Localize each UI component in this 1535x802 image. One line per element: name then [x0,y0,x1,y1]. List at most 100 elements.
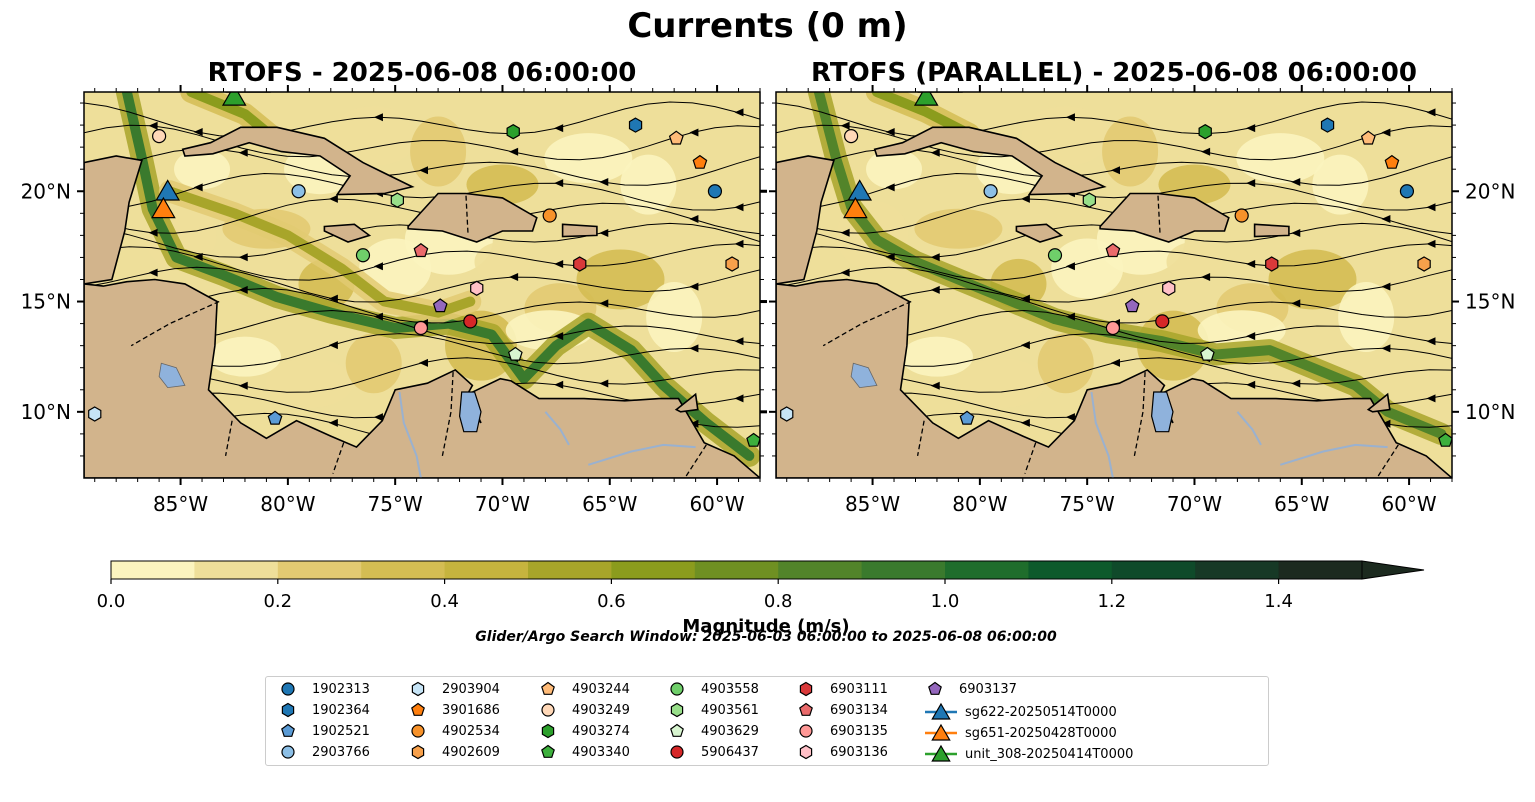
argo-float-6903135 [1105,320,1121,336]
eddy-patch [208,336,281,377]
legend-marker [799,724,813,738]
argo-float-6903134 [1105,243,1121,258]
legend-label: 2903766 [312,744,370,760]
eddy-patch [1166,241,1223,282]
legend-item: 6903136 [796,743,888,761]
search-window-note: Glider/Argo Search Window: 2025-06-03 06… [475,629,1057,645]
stream-arrow [1426,394,1436,403]
stream-arrow [885,252,895,261]
figure-title: Currents (0 m) [627,6,908,46]
stream-arrow [840,228,850,237]
eddy-patch [345,333,402,394]
eddy-patch [265,358,354,409]
legend-item: sg622-20250514T0000 [925,701,1117,723]
lat-tick-label: 20°N [1465,179,1515,203]
right-map-panel: 85°W 80°W 75°W 70°W 65°W 60°W 10°N 15°N 20°N [769,85,1515,516]
stream-arrow [554,179,564,188]
stream-arrow [1426,239,1436,248]
border-line [332,442,345,474]
lon-tick-label: 65°W [582,492,637,516]
argo-float-1902521 [959,410,975,425]
stream-arrow [599,379,609,388]
colorbar-tick-label: 0.8 [764,591,793,612]
legend-item: 1902313 [278,680,370,698]
colorbar-tick-label: 1.2 [1097,591,1126,612]
legend-item: 2903766 [278,743,370,761]
stream-arrow [1291,299,1301,308]
stream-arrow [1426,203,1436,212]
legend-float-swatch [799,724,813,738]
land [776,92,1452,478]
lake-nicaragua [158,362,186,389]
border-line [916,420,925,457]
legend-label: 4902609 [442,744,500,760]
colorbar: 0.0 0.2 0.4 0.6 0.8 1.0 1.2 1.4 [97,560,1425,612]
lon-tick-label: 80°W [952,492,1007,516]
legend-label: sg651-20250428T0000 [965,725,1117,741]
stream-arrow [734,337,744,346]
glider-unit_308-20250414T0000 [221,92,247,106]
stream-arrow [1065,262,1075,271]
argo-float-5906437 [463,314,478,329]
colorbar-bin [444,561,529,579]
eddy-patch [1338,281,1395,352]
stream-arrow [1246,179,1256,188]
lon-tick-label: 60°W [689,492,744,516]
stream-arrow [930,253,940,262]
colorbar-label: Magnitude (m/s) [682,616,849,637]
legend-label: 4903244 [572,681,630,697]
colorbar-bin [778,561,863,579]
legend-float-swatch [411,702,425,716]
stream-arrow [1291,178,1301,187]
landmass-hispaniola [1099,192,1230,243]
stream-arrow [554,380,564,389]
legend-item: 1902364 [278,701,370,719]
legend-item: 4903244 [538,680,630,698]
lat-tick-label: 15°N [21,290,71,314]
argo-float-4902609 [1417,256,1431,272]
legend: 1902313 1902364 1902521 2903766 2903904 39016… [265,676,1269,766]
legend-item: 4902534 [408,722,500,740]
stream-arrow [193,183,203,192]
border-line [1157,195,1161,236]
left-map-panel: 85°W 80°W 75°W 70°W 65°W 60°W 10°N 15°N 20°N [21,85,767,516]
lake-maracaibo [1150,391,1174,433]
legend-item: sg651-20250428T0000 [925,722,1117,744]
land [84,92,760,478]
legend-label: 4903558 [701,681,759,697]
colorbar-bin [611,561,696,579]
stream-arrow [509,147,519,156]
argo-float-6903111 [1265,256,1279,272]
stream-arrow [1246,380,1256,389]
stream-arrow [840,121,850,130]
colorbar-bin [1195,561,1280,579]
colorbar-bin [1278,561,1363,579]
stream-arrow [238,285,248,294]
stream-arrow [1291,228,1301,237]
eddy-patch [1268,249,1357,310]
border-line [822,300,912,347]
legend-marker [411,744,425,760]
stream-arrow [1246,124,1256,133]
legend-marker [281,702,295,718]
legend-marker [928,681,942,695]
stream-arrow [689,214,699,223]
eddy-patch [576,249,665,310]
stream-arrow [373,413,383,422]
legend-float-swatch [411,724,425,738]
eddy-patch [900,336,973,377]
argo-float-4902534 [1234,208,1249,223]
legend-marker [411,702,425,716]
eddy-patch [957,358,1046,409]
legend-marker [670,723,684,737]
float-markers [780,92,1452,447]
legend-item: 6903135 [796,722,888,740]
eddy-patch [466,164,539,205]
stream-arrow [328,418,338,427]
stream-arrow [238,253,248,262]
argo-float-4903249 [152,129,167,144]
landmass-puertorico [561,223,598,238]
stream-arrow [930,285,940,294]
legend-marker [931,723,951,741]
legend-glider-swatch [925,723,957,741]
